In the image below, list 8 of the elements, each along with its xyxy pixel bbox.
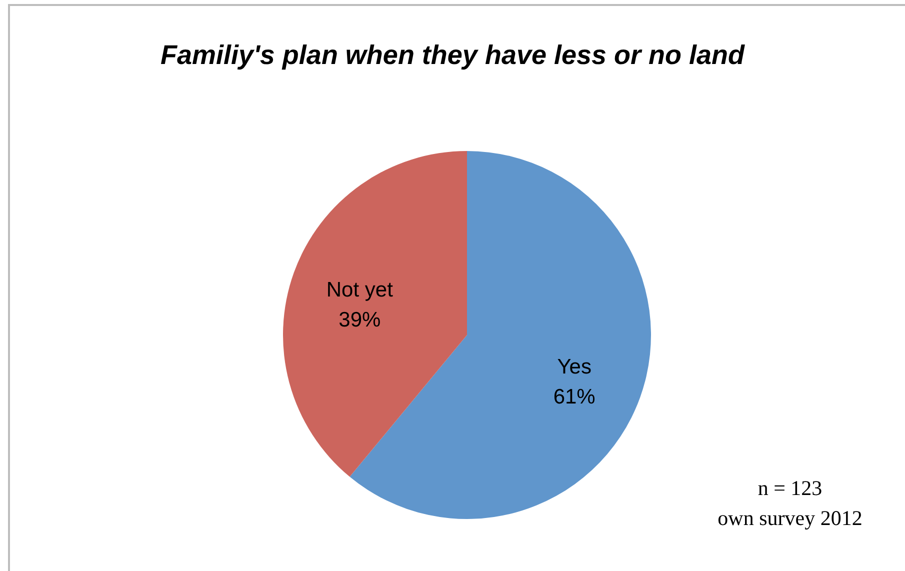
text: n = 123 xyxy=(756,476,824,501)
text: own survey 2012 xyxy=(716,506,864,531)
pie-slice xyxy=(283,151,467,477)
chart-title: Familiy's plan when they have less or no land xyxy=(159,40,746,71)
slice-label: Not yet xyxy=(326,278,394,302)
data-label: 61% xyxy=(553,386,596,409)
data-label: 39% xyxy=(338,308,381,332)
slice-label: Yes xyxy=(557,356,592,379)
